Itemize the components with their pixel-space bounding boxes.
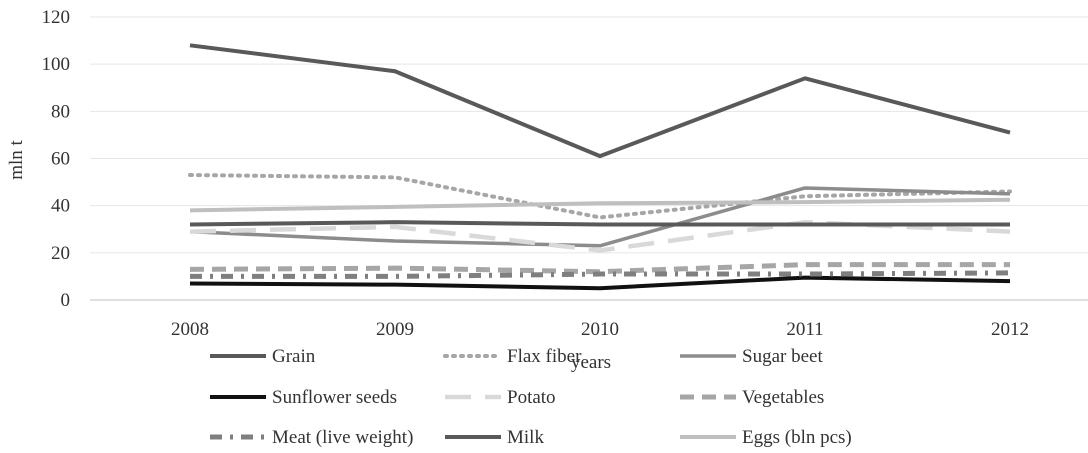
y-tick-label: 120 [42,7,71,28]
x-tick-label: 2008 [171,319,209,340]
y-tick-label: 0 [61,290,71,311]
legend-label: Flax fiber [507,346,582,367]
legend-label: Vegetables [742,387,824,408]
series-line-sunflower-seeds [189,275,1011,291]
legend-item-vegetables: Vegetables [680,387,824,408]
series-line-flax-fiber [188,173,1012,220]
series-line-eggs-bln-pcs [189,197,1011,213]
series-line-vegetables [189,262,1010,275]
legend-label: Potato [507,387,556,408]
series-lines [188,43,1012,291]
legend-item-milk: Milk [445,427,544,448]
legend-item-sugar-beet: Sugar beet [680,346,823,367]
y-tick-label: 20 [51,243,70,264]
legend-label: Sugar beet [742,346,823,367]
gridlines [90,16,1088,301]
legend-label: Milk [507,427,544,448]
legend-label: Meat (live weight) [272,427,413,448]
legend: Grain Flax fiber Sugar beet Sunflower seeds… [210,346,852,448]
legend-item-potato: Potato [445,387,556,408]
x-tick-label: 2009 [376,319,414,340]
y-tick-label: 40 [51,196,70,217]
x-axis-title: years [571,352,611,373]
series-line-meat-live-weight [190,270,1011,279]
legend-item-flax-fiber: Flax fiber [443,346,582,367]
series-line-milk [189,220,1010,227]
y-axis-title: mln t [6,139,27,179]
x-tick-label: 2011 [786,319,823,340]
legend-item-eggs-bln-pcs: Eggs (bln pcs) [680,427,852,448]
legend-item-sunflower-seeds: Sunflower seeds [210,387,397,408]
legend-item-grain: Grain [210,346,316,367]
y-tick-label: 80 [51,101,70,122]
y-tick-label: 60 [51,149,70,170]
series-line-sugar-beet [189,186,1011,248]
legend-label: Sunflower seeds [272,387,397,408]
axes: mln t 0 20 40 60 80 100 120 2008 2009 2010 2011 201… [6,7,1029,340]
series-line-grain [189,43,1011,159]
y-tick-label: 100 [42,54,71,75]
x-tick-label: 2012 [991,319,1029,340]
legend-label: Eggs (bln pcs) [742,427,852,448]
legend-item-meat-live-weight: Meat (live weight) [210,427,413,448]
x-tick-label: 2010 [581,319,619,340]
legend-label: Grain [272,346,316,367]
